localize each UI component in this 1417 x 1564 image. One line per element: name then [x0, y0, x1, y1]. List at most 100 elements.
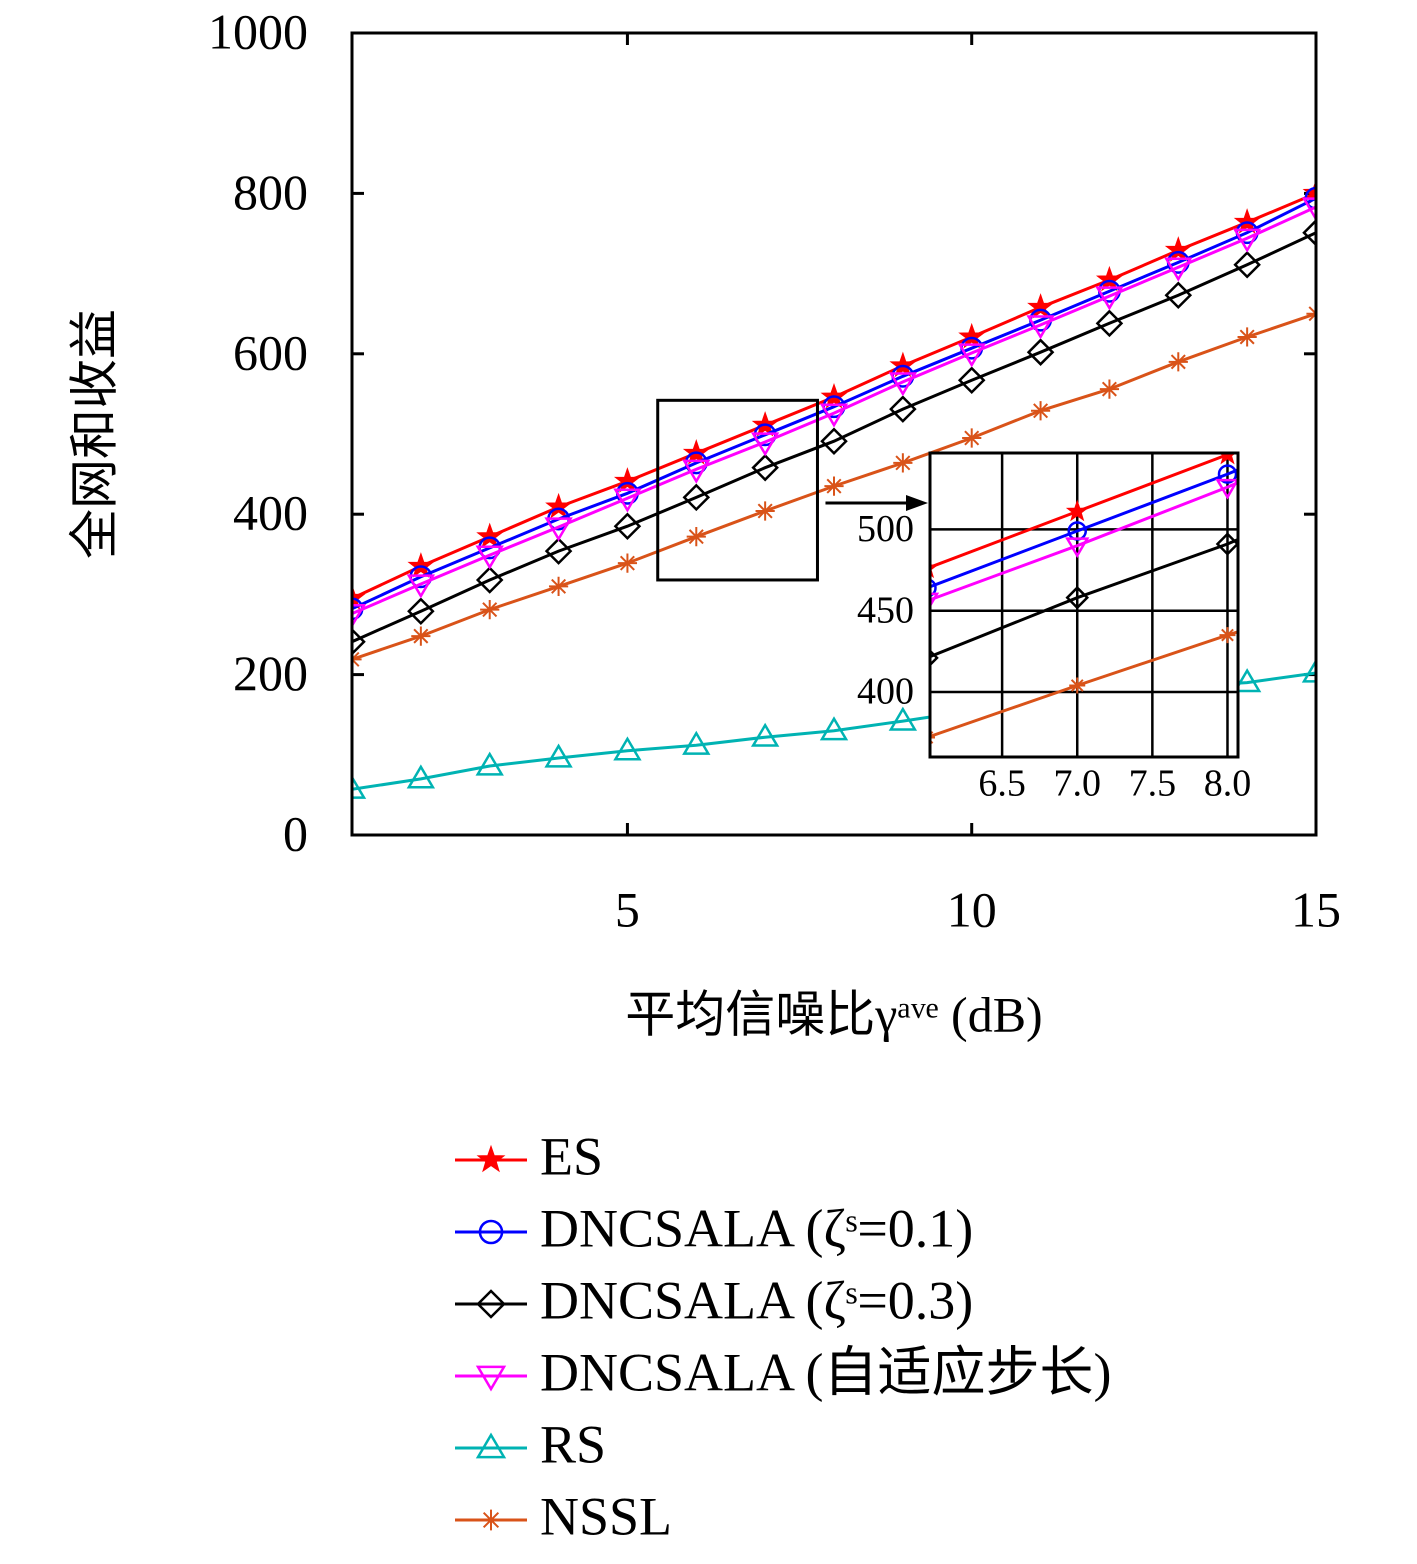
marker	[1232, 228, 1262, 253]
marker	[466, 727, 486, 746]
marker	[1164, 236, 1192, 262]
series-line	[930, 481, 1238, 602]
marker	[617, 667, 637, 686]
inset-x-tick-label: 7.5	[1129, 763, 1177, 805]
x-axis-label: 平均信噪比γᵃᵛᵉ (dB)	[625, 986, 1042, 1042]
marker	[1215, 532, 1238, 556]
marker	[476, 1289, 506, 1319]
marker	[819, 716, 849, 741]
inset-x-tick-label: 6.5	[978, 763, 1026, 805]
marker	[1368, 1101, 1388, 1118]
marker	[1233, 251, 1261, 279]
marker	[1164, 281, 1193, 310]
marker	[167, 875, 184, 892]
marker	[468, 877, 484, 893]
marker	[958, 322, 986, 349]
inset-y-tick-label: 450	[857, 589, 914, 631]
y-axis-label: 全网和收益	[66, 309, 122, 559]
marker	[544, 743, 573, 768]
marker	[466, 815, 486, 835]
marker	[1302, 218, 1316, 247]
marker	[613, 512, 642, 540]
marker	[767, 615, 787, 634]
marker	[406, 574, 436, 599]
marker	[480, 600, 500, 620]
legend-label: NSSL	[540, 1486, 672, 1546]
y-tick-label: 600	[233, 324, 308, 380]
marker	[1065, 499, 1089, 522]
marker	[1095, 309, 1124, 338]
marker	[544, 537, 573, 565]
inset-y-tick-label: 500	[857, 508, 914, 550]
legend-label: ES	[540, 1126, 603, 1186]
marker	[750, 722, 780, 747]
marker	[466, 1192, 486, 1209]
marker	[1219, 627, 1236, 644]
marker	[475, 1432, 507, 1459]
marker	[1095, 286, 1124, 311]
marker	[682, 730, 711, 755]
x-tick-label: 10	[947, 881, 997, 937]
marker	[613, 736, 642, 761]
marker	[1215, 478, 1238, 500]
marker	[1067, 1134, 1087, 1151]
marker	[888, 372, 918, 397]
inset-y-tick-label: 400	[857, 671, 914, 713]
y-tick-label: 200	[233, 645, 308, 701]
x-tick-label: 5	[615, 881, 640, 937]
marker	[1369, 404, 1386, 421]
marker	[1095, 265, 1123, 292]
marker	[352, 627, 366, 656]
marker	[767, 1162, 787, 1179]
marker	[767, 652, 787, 669]
marker	[166, 887, 186, 904]
marker	[888, 706, 918, 731]
series-group	[166, 404, 1388, 1209]
series-line	[930, 537, 1238, 659]
y-tick-label: 400	[233, 485, 308, 541]
marker	[1301, 197, 1316, 222]
marker	[617, 553, 638, 573]
marker	[957, 366, 986, 395]
marker	[755, 501, 775, 521]
marker	[1217, 1121, 1237, 1138]
marker	[682, 483, 711, 512]
marker	[352, 584, 366, 610]
marker	[1069, 677, 1086, 694]
legend-label: RS	[540, 1414, 606, 1474]
marker	[166, 852, 186, 871]
zoom-box	[656, 398, 819, 582]
marker	[930, 731, 935, 744]
marker	[475, 566, 504, 594]
marker	[1027, 293, 1055, 319]
inset-x-tick-label: 8.0	[1204, 763, 1252, 805]
marker	[352, 774, 367, 799]
marker	[407, 552, 435, 578]
marker	[352, 603, 367, 629]
series-line	[930, 468, 1238, 589]
marker	[1065, 585, 1090, 610]
marker	[1217, 464, 1238, 484]
inset-x-tick-label: 7.0	[1053, 763, 1101, 805]
marker	[1368, 469, 1388, 489]
marker	[318, 810, 335, 827]
series-line	[352, 196, 1316, 611]
marker	[1301, 658, 1316, 683]
marker	[475, 1365, 507, 1392]
marker	[1030, 401, 1051, 421]
marker	[1232, 668, 1262, 693]
marker	[318, 931, 334, 947]
marker	[1218, 453, 1237, 465]
marker	[1168, 352, 1188, 372]
marker	[168, 978, 184, 994]
marker	[1368, 417, 1388, 434]
marker	[750, 432, 780, 457]
marker	[478, 1219, 504, 1245]
marker	[767, 706, 787, 726]
series-line	[352, 231, 1316, 644]
marker	[316, 787, 336, 806]
marker	[768, 641, 785, 658]
marker	[618, 693, 635, 710]
marker	[548, 576, 569, 596]
